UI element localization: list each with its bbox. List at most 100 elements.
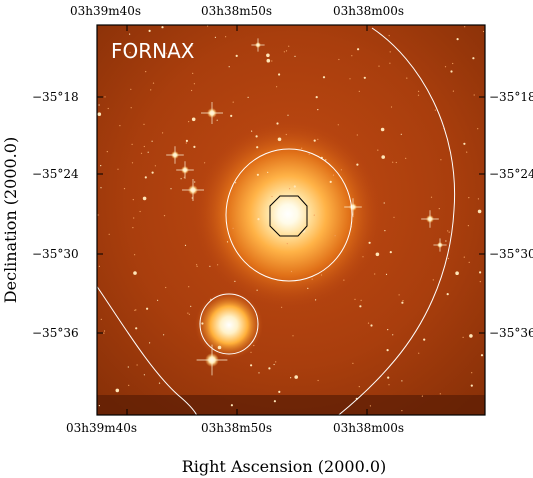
star [226, 241, 229, 243]
star [130, 107, 132, 109]
star [317, 109, 319, 111]
star [140, 152, 143, 154]
star [338, 58, 340, 61]
star [332, 174, 335, 176]
secondary-contour-ring [199, 293, 259, 355]
star [320, 274, 323, 276]
star [301, 229, 306, 233]
star [129, 33, 131, 35]
top-ra-tick-label: 03h39m40s [70, 4, 141, 18]
right-dec-tick-label: −35°18 [489, 90, 533, 104]
star [356, 163, 359, 166]
star [115, 388, 120, 393]
star [132, 227, 134, 229]
star [440, 159, 442, 161]
star [132, 199, 134, 201]
star [143, 145, 145, 148]
star [360, 299, 362, 301]
star [418, 90, 420, 92]
star [386, 349, 389, 352]
star [340, 169, 342, 171]
star [468, 261, 470, 263]
core-contour-line [269, 195, 308, 237]
star [191, 89, 193, 92]
star [163, 334, 165, 336]
star [405, 157, 407, 159]
star [301, 147, 303, 149]
star [158, 382, 161, 384]
star [134, 254, 136, 256]
star [473, 94, 475, 96]
star [204, 162, 206, 164]
star [385, 273, 388, 275]
star [367, 322, 370, 324]
right-dec-tick-label: −35°30 [489, 247, 533, 261]
star [151, 171, 154, 174]
star [383, 202, 385, 204]
star [290, 377, 292, 379]
star [406, 77, 408, 79]
star [455, 271, 459, 276]
star [268, 367, 271, 370]
star [471, 372, 473, 374]
star [289, 197, 291, 199]
star [253, 344, 255, 347]
star [188, 313, 190, 315]
star [201, 322, 204, 325]
star [294, 375, 299, 379]
star [133, 217, 135, 219]
star [256, 289, 258, 291]
star [209, 265, 211, 267]
star [277, 137, 282, 142]
star [446, 293, 449, 296]
star [258, 372, 260, 374]
star [387, 376, 390, 379]
y-axis-label: Declination (2000.0) [1, 137, 20, 303]
star [378, 65, 380, 67]
star [271, 60, 273, 62]
star [438, 208, 440, 210]
star [98, 104, 100, 106]
star [250, 364, 253, 367]
star [131, 162, 134, 164]
star [311, 278, 313, 280]
sky-image: FORNAX [97, 25, 485, 415]
star [398, 294, 400, 296]
star [381, 155, 386, 159]
star [354, 298, 356, 300]
star [143, 374, 145, 376]
star [193, 83, 195, 85]
star [150, 89, 152, 91]
star [119, 125, 121, 127]
bottom-ra-tick-label: 03h38m50s [201, 421, 272, 435]
star [356, 134, 358, 136]
star [192, 72, 194, 74]
star [392, 161, 394, 163]
star [250, 351, 252, 353]
star [225, 36, 227, 38]
star [98, 405, 100, 407]
star [388, 384, 390, 386]
star [145, 71, 147, 73]
star [214, 36, 216, 39]
star [207, 25, 209, 27]
star [401, 301, 404, 304]
star [307, 287, 309, 289]
star [216, 119, 218, 121]
star [447, 230, 449, 232]
star [467, 225, 469, 227]
star [107, 107, 109, 110]
star [98, 265, 100, 267]
bottom-ra-tick-label: 03h38m00s [333, 421, 404, 435]
star [294, 55, 296, 58]
star [143, 123, 145, 125]
star [180, 178, 182, 180]
star [313, 139, 316, 142]
star [196, 264, 198, 266]
star [362, 256, 364, 258]
star [274, 225, 277, 228]
star [127, 366, 129, 368]
star [357, 48, 360, 51]
star [293, 185, 296, 188]
star [247, 96, 249, 98]
